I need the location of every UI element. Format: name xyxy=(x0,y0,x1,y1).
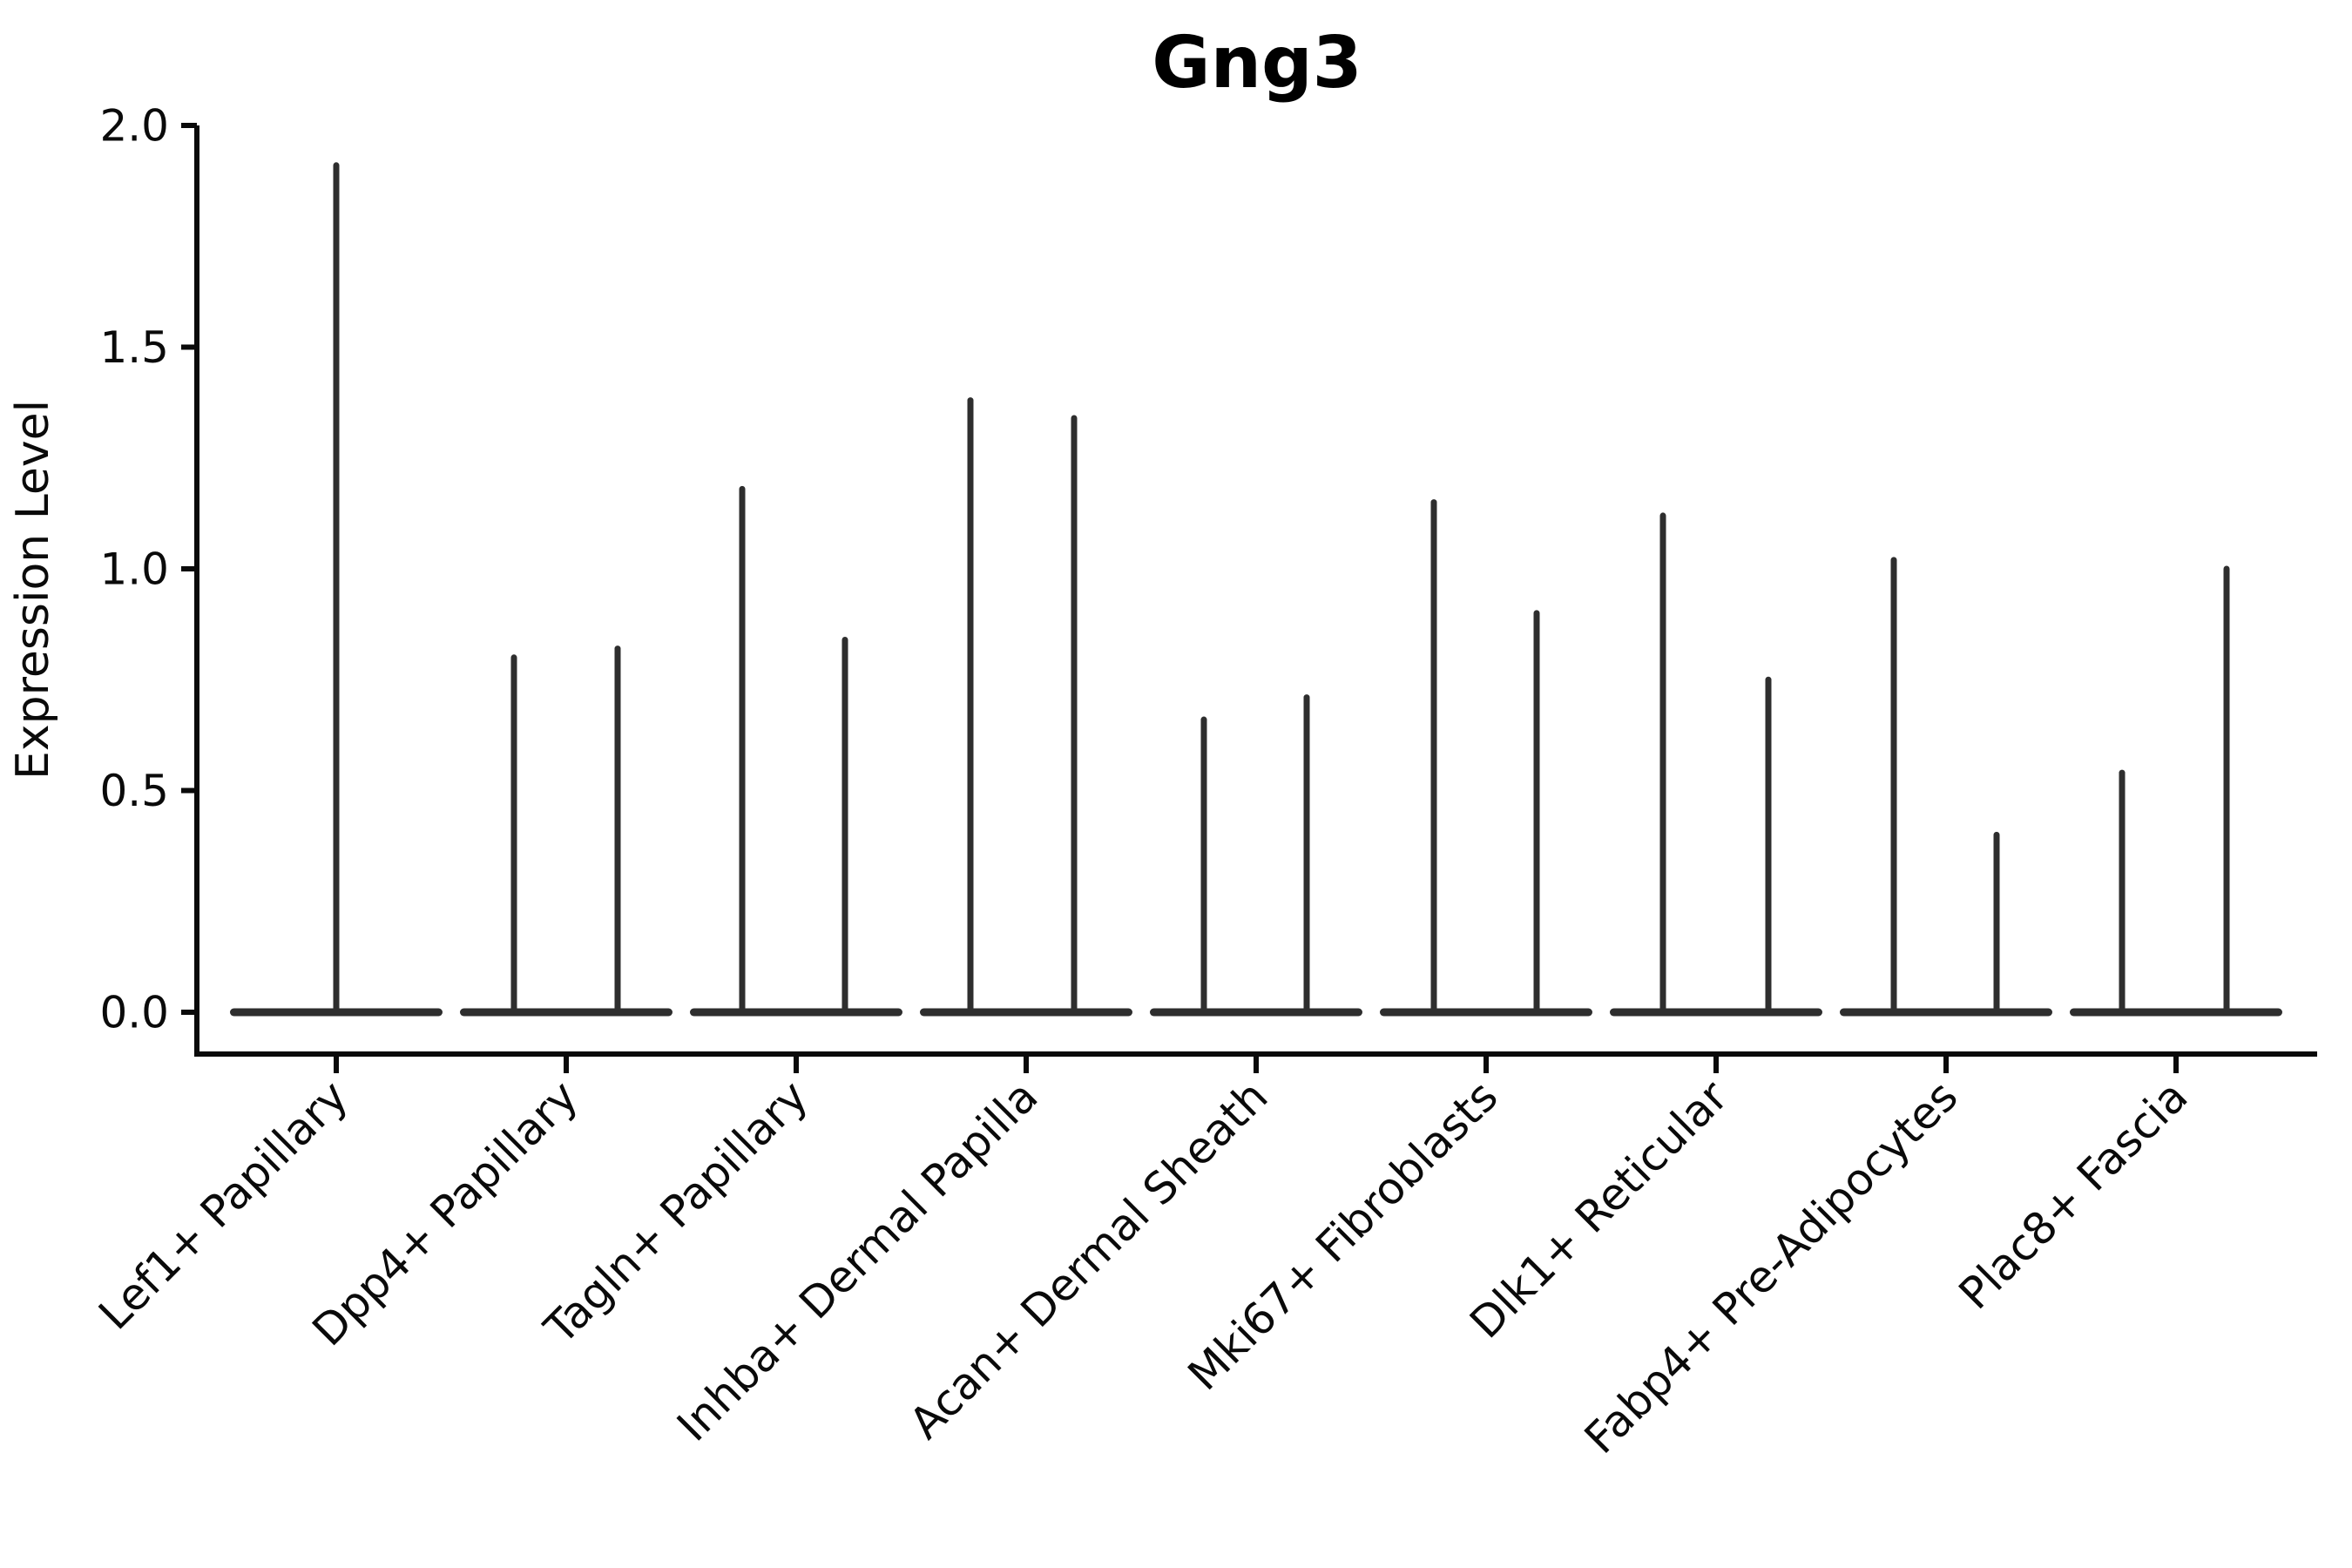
x-tick-label: Fabp4+ Pre-Adipocytes xyxy=(1575,1071,1968,1463)
y-tick-label: 0.5 xyxy=(99,766,169,816)
violin-body xyxy=(1840,1008,2052,1017)
violin-body xyxy=(920,1008,1132,1017)
y-tick-label: 1.0 xyxy=(99,544,169,595)
y-tick-label: 1.5 xyxy=(99,322,169,373)
chart-title: Gng3 xyxy=(1152,22,1362,105)
violin-body xyxy=(1380,1008,1592,1017)
violin-body xyxy=(1610,1008,1822,1017)
violin-body xyxy=(1150,1008,1362,1017)
violin-body xyxy=(2070,1008,2282,1017)
x-tick-label: Lef1+ Papillary xyxy=(89,1071,357,1339)
violin-body xyxy=(690,1008,902,1017)
y-tick-label: 0.0 xyxy=(99,988,169,1038)
x-tick-label: Plac8+ Fascia xyxy=(1950,1071,2198,1319)
y-axis-label: Expression Level xyxy=(7,400,59,780)
violin-body xyxy=(460,1008,672,1017)
y-tick-label: 2.0 xyxy=(99,101,169,152)
